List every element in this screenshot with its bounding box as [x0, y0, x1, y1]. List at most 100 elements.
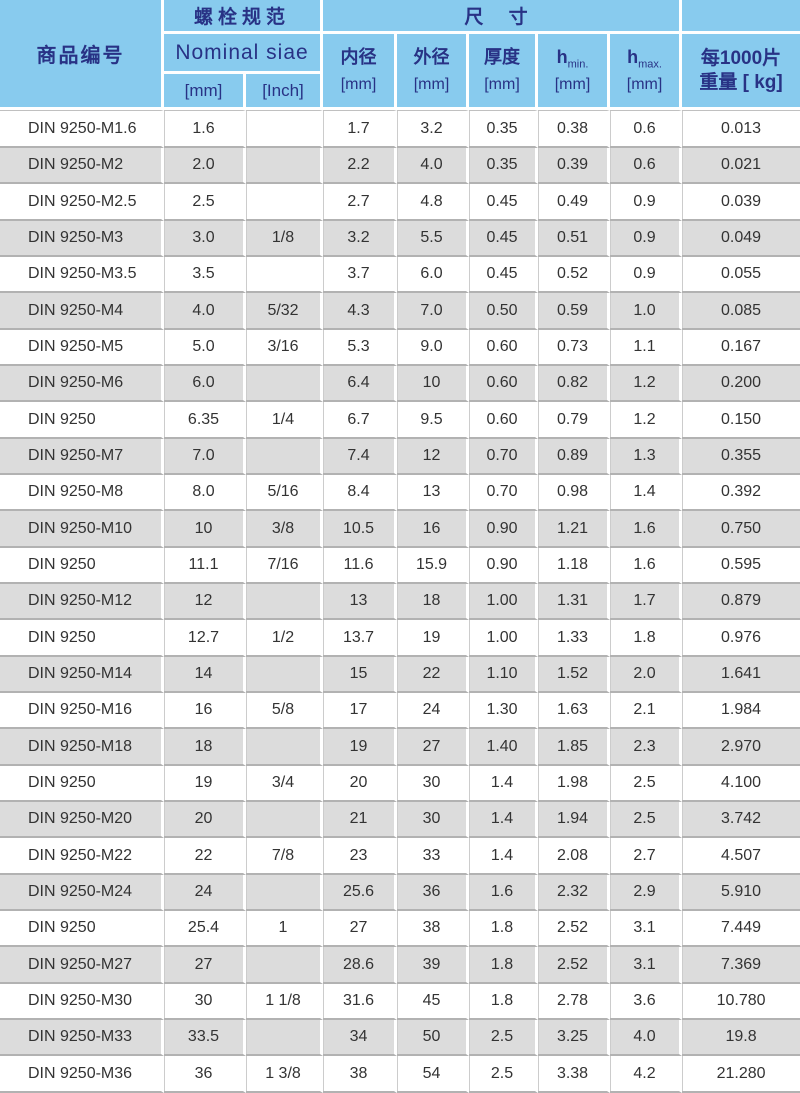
value-cell: 5.0 — [164, 329, 246, 367]
value-cell: 0.039 — [682, 184, 800, 221]
value-cell: 5.5 — [397, 220, 470, 258]
value-cell — [246, 656, 324, 694]
value-cell: 1.641 — [682, 656, 800, 694]
table-row: DIN 9250-M8 8.0 5/16 8.4 13 0.70 0.98 1.4 0.392 — [0, 475, 800, 512]
h-min-sub: min. — [567, 58, 589, 71]
table-row: DIN 9250-M12 12 13 18 1.00 1.31 1.7 0.879 — [0, 584, 800, 621]
table-row: DIN 9250-M3 3.0 1/8 3.2 5.5 0.45 0.51 0.9 0.049 — [0, 220, 800, 258]
value-cell: 0.6 — [610, 148, 683, 185]
value-cell: 25.4 — [164, 911, 246, 948]
table-row: DIN 9250-M5 5.0 3/16 5.3 9.0 0.60 0.73 1.1 0.167 — [0, 329, 800, 367]
product-number-cell: DIN 9250-M3 — [0, 220, 164, 258]
product-number-cell: DIN 9250-M18 — [0, 729, 164, 766]
value-cell: 2.52 — [538, 911, 611, 948]
value-cell: 3.1 — [610, 947, 683, 984]
value-cell: 17 — [323, 693, 398, 730]
value-cell: 7.0 — [397, 293, 470, 330]
value-cell: 2.78 — [538, 983, 611, 1021]
value-cell: 0.79 — [538, 402, 611, 439]
value-cell: 5/16 — [246, 475, 324, 512]
value-cell: 20 — [164, 802, 246, 839]
header-row-1: 商品编号 螺栓规范 尺 寸 — [0, 0, 800, 110]
value-cell: 16 — [164, 693, 246, 730]
value-cell: 2.970 — [682, 729, 800, 766]
value-cell: 6.35 — [164, 402, 246, 439]
value-cell: 1.7 — [323, 110, 398, 149]
value-cell: 1.00 — [469, 620, 539, 657]
table-row: DIN 9250 19 3/4 20 30 1.4 1.98 2.5 4.100 — [0, 765, 800, 803]
product-number-header: 商品编号 — [0, 0, 164, 110]
product-number-cell: DIN 9250 — [0, 620, 164, 657]
value-cell: 4.3 — [323, 293, 398, 330]
value-cell: 1.33 — [538, 620, 611, 657]
value-cell: 2.5 — [164, 184, 246, 221]
value-cell: 12.7 — [164, 620, 246, 657]
value-cell: 54 — [397, 1056, 470, 1093]
product-number-cell: DIN 9250-M8 — [0, 475, 164, 512]
product-number-cell: DIN 9250-M1.6 — [0, 110, 164, 149]
table-row: DIN 9250-M16 16 5/8 17 24 1.30 1.63 2.1 1.984 — [0, 693, 800, 730]
value-cell: 0.51 — [538, 220, 611, 258]
value-cell: 0.60 — [469, 402, 539, 439]
value-cell: 3/8 — [246, 511, 324, 548]
value-cell: 6.0 — [164, 366, 246, 403]
value-cell: 3.2 — [397, 110, 470, 149]
product-number-cell: DIN 9250-M6 — [0, 366, 164, 403]
value-cell: 0.976 — [682, 620, 800, 657]
product-number-cell: DIN 9250 — [0, 402, 164, 439]
value-cell: 0.200 — [682, 366, 800, 403]
value-cell: 3.7 — [323, 257, 398, 294]
value-cell: 1.7 — [610, 584, 683, 621]
value-cell: 3.6 — [610, 983, 683, 1021]
value-cell: 10 — [397, 366, 470, 403]
table-row: DIN 9250-M1.6 1.6 1.7 3.2 0.35 0.38 0.6 0.013 — [0, 110, 800, 149]
value-cell: 27 — [397, 729, 470, 766]
product-number-cell: DIN 9250 — [0, 765, 164, 803]
value-cell: 24 — [397, 693, 470, 730]
header-row-3: [mm] [Inch] — [0, 74, 800, 110]
table-body: DIN 9250-M1.6 1.6 1.7 3.2 0.35 0.38 0.6 0.013 DI… — [0, 110, 800, 1093]
value-cell: 1.40 — [469, 729, 539, 766]
value-cell: 3.38 — [538, 1056, 611, 1093]
value-cell: 0.38 — [538, 110, 611, 149]
value-cell: 9.5 — [397, 402, 470, 439]
value-cell: 4.8 — [397, 184, 470, 221]
product-number-cell: DIN 9250-M10 — [0, 511, 164, 548]
value-cell: 7/16 — [246, 547, 324, 585]
outer-diameter-header: 外径 [mm] — [397, 34, 470, 110]
value-cell: 2.7 — [610, 838, 683, 875]
value-cell: 19.8 — [682, 1020, 800, 1057]
table-row: DIN 9250-M3.5 3.5 3.7 6.0 0.45 0.52 0.9 0.055 — [0, 257, 800, 294]
value-cell: 2.9 — [610, 874, 683, 912]
value-cell: 0.879 — [682, 584, 800, 621]
value-cell: 1.4 — [469, 802, 539, 839]
value-cell: 25.6 — [323, 874, 398, 912]
value-cell: 15 — [323, 656, 398, 694]
value-cell: 15.9 — [397, 547, 470, 585]
value-cell: 3/16 — [246, 329, 324, 367]
value-cell: 4.2 — [610, 1056, 683, 1093]
value-cell: 9.0 — [397, 329, 470, 367]
h-max-header: hmax. [mm] — [610, 34, 683, 110]
table-row: DIN 9250-M4 4.0 5/32 4.3 7.0 0.50 0.59 1.0 0.085 — [0, 293, 800, 330]
value-cell: 2.7 — [323, 184, 398, 221]
value-cell: 7.0 — [164, 438, 246, 476]
value-cell: 2.3 — [610, 729, 683, 766]
value-cell: 3.25 — [538, 1020, 611, 1057]
value-cell: 6.4 — [323, 366, 398, 403]
inner-diameter-unit: [mm] — [340, 76, 377, 94]
value-cell: 19 — [164, 765, 246, 803]
value-cell: 1.8 — [469, 911, 539, 948]
table-row: DIN 9250-M14 14 15 22 1.10 1.52 2.0 1.641 — [0, 656, 800, 694]
value-cell: 1.4 — [610, 475, 683, 512]
value-cell: 5.910 — [682, 874, 800, 912]
value-cell: 1.6 — [610, 511, 683, 548]
value-cell: 1.30 — [469, 693, 539, 730]
product-number-cell: DIN 9250-M22 — [0, 838, 164, 875]
value-cell: 7/8 — [246, 838, 324, 875]
value-cell: 13 — [397, 475, 470, 512]
table-row: DIN 9250-M7 7.0 7.4 12 0.70 0.89 1.3 0.355 — [0, 438, 800, 476]
value-cell: 2.1 — [610, 693, 683, 730]
value-cell: 10.780 — [682, 983, 800, 1021]
bolt-spec-group-header: 螺栓规范 — [164, 0, 324, 34]
